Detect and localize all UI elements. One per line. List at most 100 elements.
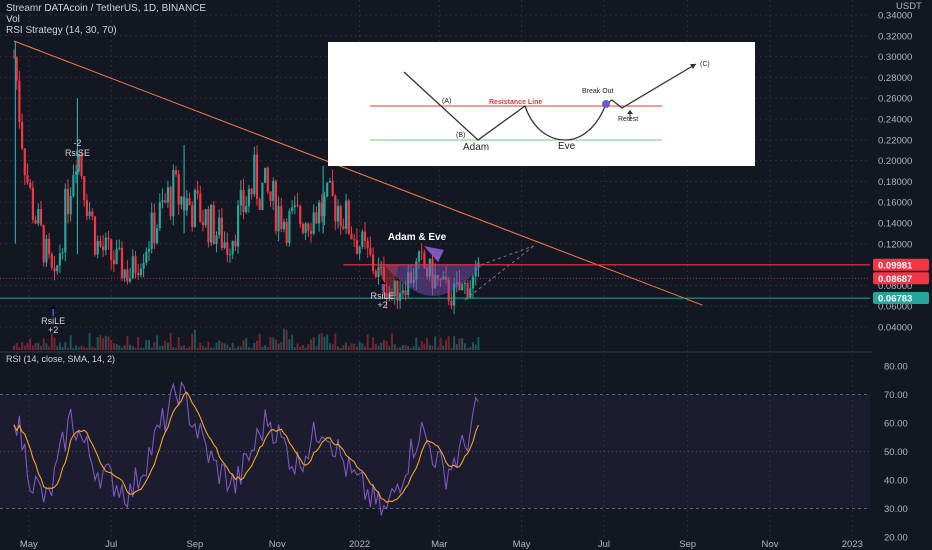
volume-bar bbox=[380, 342, 383, 350]
candles bbox=[12, 41, 480, 315]
volume-bar bbox=[283, 328, 285, 350]
inset-breakout-label: Break Out bbox=[582, 88, 614, 95]
candle-body bbox=[172, 170, 175, 217]
candle-body bbox=[226, 242, 229, 255]
volume-bar bbox=[110, 340, 113, 350]
candle-body bbox=[328, 180, 331, 183]
time-tick-label: Nov bbox=[269, 539, 286, 550]
volume-bar bbox=[385, 340, 388, 350]
volume-bar bbox=[234, 347, 237, 350]
volume-bar bbox=[299, 346, 302, 350]
candle-body bbox=[447, 279, 450, 301]
inset-retest-label: Retest bbox=[618, 116, 638, 123]
volume-bar bbox=[328, 343, 331, 350]
candle-body bbox=[228, 254, 232, 256]
volume-bar bbox=[445, 340, 447, 350]
volume-bar bbox=[347, 346, 350, 350]
candle-body bbox=[347, 200, 350, 234]
volume-bar bbox=[172, 347, 175, 350]
candle-body bbox=[85, 200, 88, 216]
candle-body bbox=[471, 276, 475, 289]
pattern-label-text: Adam & Eve bbox=[388, 232, 447, 243]
volume-bar bbox=[264, 345, 267, 350]
candle-body bbox=[442, 276, 445, 280]
candle-body bbox=[296, 205, 299, 207]
candle-body bbox=[326, 182, 329, 197]
candle-body bbox=[142, 262, 145, 269]
volume-bar bbox=[139, 347, 142, 350]
volume-bar bbox=[407, 345, 410, 350]
volume-bar bbox=[326, 334, 329, 350]
inset-label-b: (B) bbox=[456, 132, 465, 139]
volume-bar bbox=[442, 345, 445, 350]
volume-bar bbox=[269, 337, 272, 350]
candle-body bbox=[31, 187, 34, 220]
volume-bar bbox=[301, 345, 304, 350]
candle-body bbox=[131, 256, 134, 279]
candle-body bbox=[75, 171, 78, 175]
candle-body bbox=[315, 212, 318, 224]
rsi-tick-label: 50.00 bbox=[884, 447, 908, 458]
volume-bar bbox=[53, 337, 56, 350]
candle-body bbox=[374, 270, 377, 277]
volume-bar bbox=[250, 347, 253, 350]
volume-bar bbox=[334, 333, 337, 350]
volume-bar bbox=[412, 346, 415, 350]
volume-bar bbox=[428, 345, 431, 350]
rsi-tick-label: 30.00 bbox=[884, 504, 908, 515]
inset-arrow-icon bbox=[690, 64, 696, 69]
candle-body bbox=[334, 195, 337, 222]
candle-body bbox=[212, 205, 215, 244]
volume-bar bbox=[40, 345, 42, 350]
volume-bar bbox=[242, 340, 245, 350]
volume-bar bbox=[156, 335, 159, 350]
candle-body bbox=[110, 239, 113, 260]
strategy-label: RSI Strategy (14, 30, 70) bbox=[6, 25, 117, 36]
rsi-band bbox=[0, 394, 870, 509]
volume-bar bbox=[463, 343, 466, 350]
candle-body bbox=[264, 167, 267, 183]
time-tick-label: Nov bbox=[762, 539, 779, 550]
volume-bar bbox=[175, 347, 177, 350]
volume-bar bbox=[453, 336, 456, 350]
inset-breakout-dot bbox=[602, 100, 610, 108]
volume-bar bbox=[310, 339, 312, 350]
candle-body bbox=[469, 288, 472, 299]
candle-body bbox=[234, 240, 237, 247]
volume-bar bbox=[115, 344, 118, 350]
volume-bar bbox=[164, 340, 167, 350]
volume-bar bbox=[450, 347, 453, 350]
volume-bar bbox=[126, 336, 129, 350]
volume-bar bbox=[366, 334, 369, 350]
volume-bar bbox=[315, 346, 318, 350]
volume-bar bbox=[296, 343, 299, 350]
volume-bar bbox=[83, 347, 86, 350]
volume-bar bbox=[56, 346, 59, 350]
volume-bar bbox=[472, 342, 474, 350]
price-tick-label: 0.26000 bbox=[878, 94, 912, 105]
price-tick-label: 0.14000 bbox=[878, 219, 912, 230]
candle-body bbox=[102, 246, 105, 251]
volume-bar bbox=[69, 335, 72, 350]
price-badge-label: 0.09981 bbox=[878, 260, 913, 271]
candle-body bbox=[250, 189, 253, 195]
price-tick-label: 0.06000 bbox=[878, 302, 912, 313]
inset-resistance-label: Resistance Line bbox=[489, 99, 542, 106]
volume-bar bbox=[196, 347, 199, 350]
volume-bar bbox=[226, 344, 229, 350]
candle-body bbox=[396, 280, 399, 301]
volume-bar bbox=[99, 334, 102, 350]
volume-bar bbox=[285, 330, 288, 350]
candle-body bbox=[323, 196, 326, 216]
candle-body bbox=[253, 154, 256, 195]
volume-bar bbox=[142, 347, 145, 350]
candle-body bbox=[369, 248, 372, 255]
candle-body bbox=[434, 274, 437, 289]
volume-bar bbox=[331, 344, 334, 350]
candle-body bbox=[134, 256, 137, 274]
volume-bar bbox=[77, 347, 80, 350]
volume-bar bbox=[434, 336, 437, 350]
candle-body bbox=[336, 206, 340, 222]
